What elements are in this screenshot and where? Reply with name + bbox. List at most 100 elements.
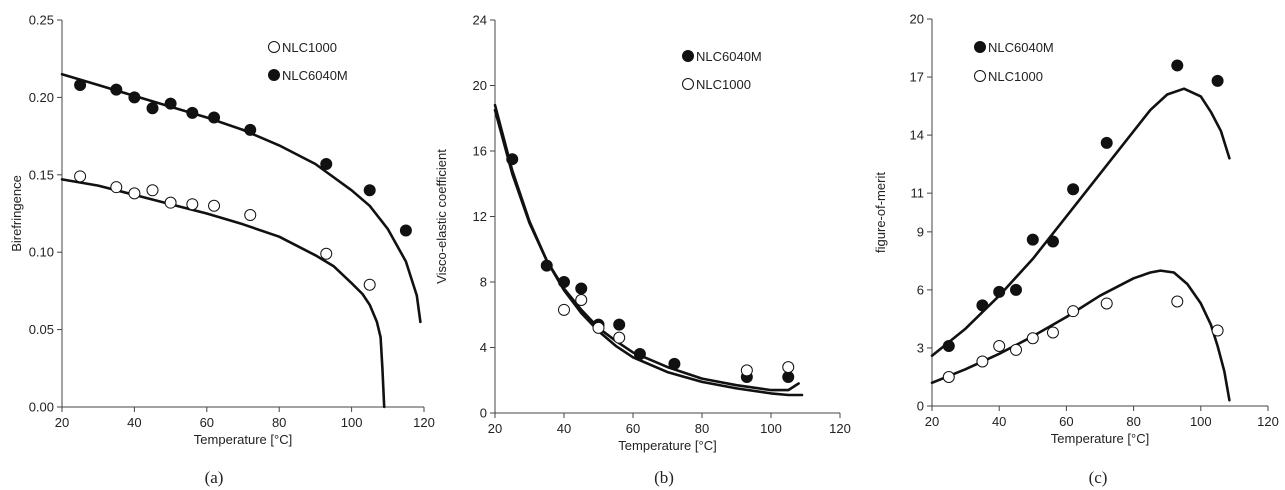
chart-caption: (b)	[654, 468, 674, 487]
y-tick-label: 12	[473, 209, 487, 224]
y-tick-label: 24	[473, 13, 487, 28]
point-nlc6040m	[506, 153, 519, 166]
point-nlc6040m	[146, 102, 159, 115]
point-nlc6040m	[1171, 59, 1184, 72]
point-nlc6040m	[74, 79, 87, 92]
x-tick-label: 100	[1190, 414, 1212, 429]
x-tick-label: 40	[557, 421, 571, 436]
x-tick-label: 120	[829, 421, 851, 436]
point-nlc1000	[1100, 297, 1113, 310]
x-tick-label: 100	[341, 415, 363, 430]
point-nlc6040m	[164, 97, 177, 110]
chart-caption: (c)	[1089, 468, 1108, 487]
point-nlc6040m	[1046, 235, 1059, 248]
point-nlc6040m	[1026, 233, 1039, 246]
legend-marker-nlc6040m	[682, 50, 694, 62]
legend-label-nlc6040m: NLC6040M	[282, 68, 348, 83]
point-nlc6040m	[363, 184, 376, 197]
point-nlc6040m	[942, 340, 955, 353]
x-tick-label: 80	[1126, 414, 1140, 429]
legend-label-nlc6040m: NLC6040M	[988, 40, 1054, 55]
x-tick-label: 120	[413, 415, 435, 430]
point-nlc6040m	[976, 299, 989, 312]
x-axis-label: Temperature [°C]	[1051, 431, 1149, 446]
point-nlc1000	[1067, 305, 1080, 318]
y-tick-label: 0.10	[29, 245, 54, 260]
point-nlc1000	[244, 209, 257, 222]
x-tick-label: 20	[55, 415, 69, 430]
y-tick-label: 4	[480, 340, 487, 355]
fit-curve-nlc1000	[930, 269, 1231, 402]
chart-1: 20 40 60 80 100 120 0.00 0.05 0.10 0.15 0.20 0.25 Te…	[9, 13, 435, 488]
point-nlc6040m	[575, 282, 588, 295]
legend-marker-nlc1000	[974, 70, 986, 82]
y-tick-label: 20	[473, 78, 487, 93]
x-tick-label: 60	[626, 421, 640, 436]
fit-curve-nlc1000	[60, 178, 386, 409]
point-nlc6040m	[558, 276, 570, 288]
x-tick-label: 20	[925, 414, 939, 429]
chart-3: 20 40 60 80 100 120 0 3 6 9 11 14 17 20 Temperature [°…	[873, 12, 1279, 488]
y-tick-label: 0.00	[29, 400, 54, 415]
point-nlc1000	[363, 278, 376, 291]
y-tick-label: 16	[473, 144, 487, 159]
point-nlc1000	[1010, 343, 1022, 356]
point-nlc1000	[1026, 332, 1039, 345]
x-tick-label: 120	[1257, 414, 1279, 429]
x-tick-label: 40	[992, 414, 1006, 429]
legend-marker-nlc6040m	[974, 41, 986, 53]
y-tick-label: 20	[910, 12, 924, 27]
point-nlc6040m	[128, 91, 141, 104]
point-nlc1000	[613, 331, 626, 344]
point-nlc1000	[558, 303, 570, 316]
y-tick-label: 0.05	[29, 322, 54, 337]
y-tick-label: 6	[917, 282, 924, 297]
legend-marker-nlc6040m	[268, 69, 280, 81]
y-axis-label: Visco-elastic coefficient	[434, 149, 449, 284]
legend-label-nlc1000: NLC1000	[988, 69, 1043, 84]
point-nlc6040m	[399, 224, 412, 237]
x-tick-label: 100	[760, 421, 782, 436]
x-axis-label: Temperature [°C]	[618, 438, 716, 453]
point-nlc6040m	[1067, 183, 1080, 196]
y-tick-label: 14	[910, 128, 924, 143]
point-nlc6040m	[1010, 283, 1022, 296]
y-tick-label: 0.25	[29, 13, 54, 28]
point-nlc6040m	[110, 83, 123, 96]
point-nlc1000	[146, 184, 159, 197]
chart-2: 20 40 60 80 100 120 0 4 8 12 16 20 24 Temperature [°C…	[434, 13, 851, 488]
fit-curve-nlc6040m	[493, 108, 800, 392]
y-axis-label: Birefringence	[9, 175, 24, 252]
legend-marker-nlc1000	[682, 78, 694, 90]
point-nlc6040m	[1100, 136, 1113, 149]
point-nlc1000	[1211, 324, 1224, 337]
y-tick-label: 17	[910, 70, 924, 85]
legend-label-nlc1000: NLC1000	[696, 77, 751, 92]
point-nlc1000	[740, 364, 753, 377]
point-nlc1000	[164, 196, 177, 209]
point-nlc1000	[575, 294, 588, 307]
legend-marker-nlc1000	[268, 41, 280, 53]
point-nlc6040m	[208, 111, 221, 124]
point-nlc6040m	[320, 157, 333, 170]
y-tick-label: 0.20	[29, 90, 54, 105]
x-tick-label: 80	[695, 421, 709, 436]
point-nlc6040m	[540, 259, 553, 272]
chart-caption: (a)	[205, 468, 224, 487]
x-tick-label: 60	[200, 415, 214, 430]
y-tick-label: 8	[480, 275, 487, 290]
legend-label-nlc1000: NLC1000	[282, 40, 337, 55]
point-nlc6040m	[244, 123, 257, 136]
fit-curve-nlc6040m	[930, 87, 1231, 357]
y-tick-label: 0.15	[29, 167, 54, 182]
legend-label-nlc6040m: NLC6040M	[696, 49, 762, 64]
y-axis-label: figure-of-merit	[873, 172, 888, 253]
x-tick-label: 40	[127, 415, 141, 430]
x-tick-label: 80	[272, 415, 286, 430]
point-nlc1000	[128, 187, 141, 200]
point-nlc1000	[782, 361, 795, 374]
point-nlc1000	[1171, 295, 1184, 308]
fit-curve-nlc1000	[493, 103, 804, 397]
y-tick-label: 9	[917, 224, 924, 239]
